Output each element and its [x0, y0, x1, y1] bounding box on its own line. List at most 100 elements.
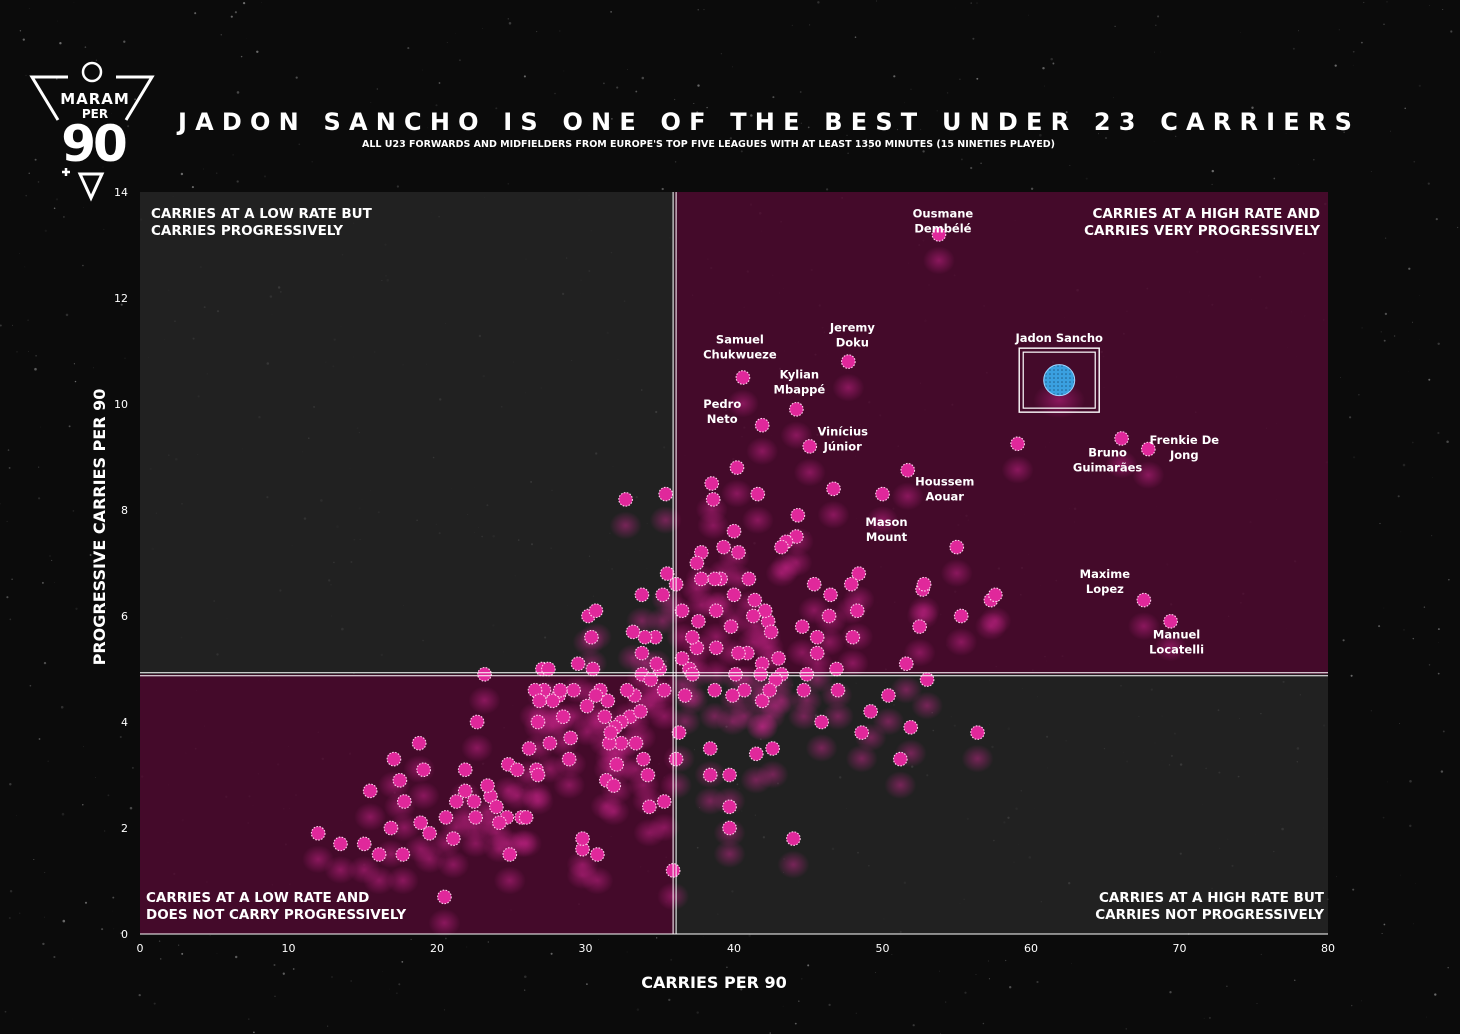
x-tick-label: 60 [1024, 942, 1038, 955]
quadrant-label-top-left: CARRIES AT A LOW RATE BUT CARRIES PROGRES… [151, 206, 373, 239]
player-label-line: Houssem [915, 474, 974, 488]
x-tick-label: 30 [579, 942, 593, 955]
noise-speck [113, 928, 115, 930]
point-glow [832, 373, 865, 402]
noise-speck [1153, 51, 1156, 53]
noise-speck [693, 102, 695, 105]
scatter-point [585, 661, 601, 677]
noise-speck [47, 760, 49, 762]
player-label-line: Júnior [823, 439, 862, 453]
noise-speck [42, 942, 45, 946]
y-tick-label: 10 [114, 398, 128, 411]
noise-speck [1211, 169, 1215, 173]
scatter-point [561, 751, 577, 767]
scatter-point [566, 682, 581, 698]
scatter-point [310, 825, 326, 841]
scatter-point [970, 725, 985, 740]
scatter-point [898, 656, 914, 672]
x-tick-label: 0 [137, 942, 144, 955]
noise-speck [920, 128, 922, 130]
scatter-point [416, 762, 431, 778]
noise-speck [1028, 14, 1029, 16]
noise-speck [1393, 335, 1396, 337]
noise-speck [706, 106, 708, 109]
scatter-point [674, 603, 690, 619]
point-glow [765, 559, 798, 588]
noise-speck [910, 88, 912, 90]
scatter-point [849, 603, 865, 619]
player-label-line: Locatelli [1149, 642, 1204, 656]
noise-speck [6, 596, 9, 599]
point-glow [798, 596, 831, 625]
noise-speck [495, 107, 498, 110]
noise-speck [1434, 993, 1437, 996]
noise-speck [1226, 985, 1228, 987]
noise-speck [230, 15, 233, 18]
player-label: Kylian Mbappé [774, 367, 826, 396]
noise-speck [1437, 628, 1440, 631]
x-tick-label: 10 [282, 942, 296, 955]
noise-speck [554, 92, 556, 95]
point-glow [354, 802, 387, 831]
noise-speck [1069, 165, 1071, 166]
point-glow [566, 850, 599, 879]
noise-speck [34, 158, 37, 161]
noise-speck [1114, 25, 1116, 28]
point-glow [945, 628, 978, 656]
quadrant-labels: CARRIES AT A LOW RATE BUT CARRIES PROGRES… [146, 206, 1325, 923]
point-glow [1154, 633, 1187, 662]
noise-speck [401, 961, 404, 963]
scatter-point [600, 693, 616, 709]
y-tick-label: 8 [121, 504, 128, 517]
player-label: Maxime Lopez [1080, 567, 1131, 596]
noise-speck [91, 139, 94, 142]
noise-speck [1343, 131, 1345, 133]
noise-speck [240, 55, 243, 58]
scatter-point [949, 539, 965, 555]
scatter-point [760, 613, 776, 629]
noise-speck [1418, 84, 1421, 87]
noise-speck [1050, 57, 1053, 61]
player-label-line: Pedro [703, 397, 741, 411]
noise-speck [44, 229, 47, 232]
noise-speck [0, 503, 1, 505]
noise-speck [893, 75, 896, 78]
noise-speck [181, 952, 184, 955]
noise-speck [1361, 1000, 1362, 1002]
noise-speck [398, 983, 401, 986]
noise-speck [1211, 183, 1213, 185]
noise-speck [598, 938, 599, 940]
noise-speck [435, 104, 438, 107]
noise-speck [1360, 41, 1363, 44]
noise-speck [51, 559, 53, 561]
scatter-point [532, 693, 547, 709]
scatter-point [830, 682, 846, 698]
scatter-point [731, 545, 746, 560]
noise-speck [120, 932, 123, 934]
noise-speck [1437, 642, 1439, 643]
noise-speck [946, 92, 949, 94]
logo-word-maram: MARAM [60, 90, 130, 108]
noise-speck [73, 2, 75, 4]
noise-speck [626, 951, 628, 953]
noise-speck [959, 78, 961, 80]
noise-speck [1399, 723, 1401, 725]
noise-speck [120, 303, 123, 306]
scatter-point [530, 767, 546, 783]
point-glow [908, 596, 941, 625]
noise-speck [524, 975, 527, 978]
noise-speck [1431, 535, 1433, 537]
scatter-point [422, 825, 437, 841]
noise-speck [855, 1012, 857, 1014]
noise-speck [817, 1, 820, 4]
noise-speck [1450, 30, 1453, 33]
noise-speck [9, 889, 13, 893]
noise-speck [550, 952, 553, 955]
noise-speck [8, 916, 11, 920]
highlight-label: Jadon Sancho [1014, 331, 1103, 345]
noise-speck [104, 830, 106, 832]
noise-speck [216, 172, 218, 174]
noise-speck [74, 380, 77, 383]
x-tick-label: 20 [430, 942, 444, 955]
